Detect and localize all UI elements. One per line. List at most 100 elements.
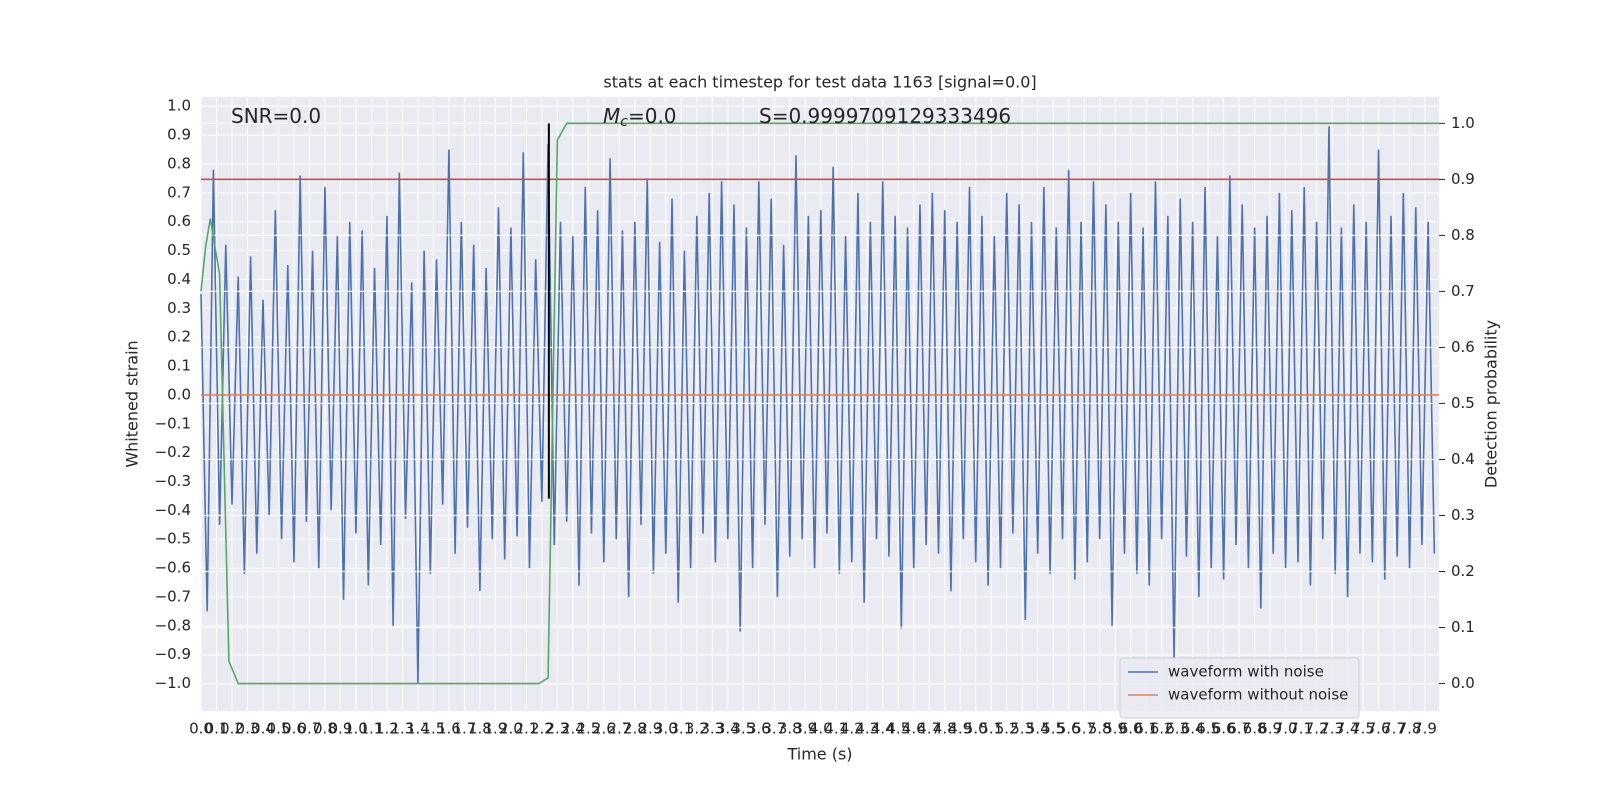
x-tick-label: 6.9 (1258, 720, 1282, 738)
y-tick-label: −0.1 (155, 414, 191, 432)
y-tick-label: 0.6 (167, 212, 191, 230)
x-tick-label: 0.4 (251, 720, 275, 738)
x-tick-label: 1.6 (437, 720, 461, 738)
y2-tick-label: 0.8 (1451, 226, 1475, 244)
x-tick-label: 4.7 (917, 720, 941, 738)
x-tick-label: 2.4 (561, 720, 585, 738)
x-tick-label: 0.8 (313, 720, 337, 738)
x-tick-label: 2.7 (607, 720, 631, 738)
x-tick-label: 5.7 (1072, 720, 1096, 738)
y-tick-label: −0.9 (155, 645, 191, 663)
x-tick-label: 1.8 (468, 720, 492, 738)
y-tick-label: −0.5 (155, 530, 191, 548)
x-tick-label: 1.3 (390, 720, 414, 738)
x-tick-label: 2.2 (530, 720, 554, 738)
y-tick-label: −0.3 (155, 472, 191, 490)
x-tick-label: 0.3 (236, 720, 260, 738)
y2-tick-label: 0.7 (1451, 282, 1475, 300)
x-tick-label: 7.0 (1274, 720, 1298, 738)
x-tick-label: 5.2 (995, 720, 1019, 738)
x-tick-label: 1.1 (360, 720, 384, 738)
x-tick-label: 4.6 (902, 720, 926, 738)
x-tick-label: 7.2 (1305, 720, 1329, 738)
x-tick-label: 6.3 (1165, 720, 1189, 738)
x-tick-label: 2.1 (514, 720, 538, 738)
x-tick-label: 3.0 (654, 720, 678, 738)
x-tick-label: 5.3 (1010, 720, 1034, 738)
x-tick-label: 6.5 (1196, 720, 1220, 738)
x-tick-label: 2.6 (592, 720, 616, 738)
y2-tick-label: 0.2 (1451, 562, 1475, 580)
x-tick-label: 3.4 (716, 720, 740, 738)
x-tick-label: 5.8 (1088, 720, 1112, 738)
x-tick-label: 6.8 (1243, 720, 1267, 738)
x-tick-label: 4.2 (840, 720, 864, 738)
y2-tick-label: 0.3 (1451, 506, 1475, 524)
x-tick-label: 0.0 (189, 720, 213, 738)
annotation-symbol: M (603, 104, 620, 128)
x-tick-label: 7.7 (1382, 720, 1406, 738)
y-tick-label: 0.9 (167, 126, 191, 144)
x-tick-label: 1.7 (452, 720, 476, 738)
legend-label: waveform with noise (1168, 663, 1324, 681)
x-tick-label: 2.0 (499, 720, 523, 738)
x-tick-label: 5.0 (964, 720, 988, 738)
y-tick-label: 0.7 (167, 183, 191, 201)
x-tick-label: 7.3 (1320, 720, 1344, 738)
y-tick-label: −0.6 (155, 559, 191, 577)
x-tick-label: 3.1 (669, 720, 693, 738)
y-axis-label: Whitened strain (123, 340, 142, 467)
y2-tick-label: 0.9 (1451, 170, 1475, 188)
x-tick-label: 6.2 (1150, 720, 1174, 738)
x-tick-label: 1.9 (483, 720, 507, 738)
x-tick-label: 6.4 (1181, 720, 1205, 738)
x-tick-label: 0.2 (220, 720, 244, 738)
x-tick-label: 5.5 (1041, 720, 1065, 738)
x-tick-label: 7.9 (1413, 720, 1437, 738)
x-tick-label: 3.5 (731, 720, 755, 738)
x-tick-label: 6.7 (1227, 720, 1251, 738)
legend-box (1119, 657, 1360, 719)
annotation: Mc=0.0 (603, 104, 677, 131)
annotation: S=0.9999709129333496 (759, 104, 1011, 128)
series-line (200, 122, 1439, 685)
x-tick-label: 4.5 (886, 720, 910, 738)
x-tick-label: 1.4 (406, 720, 430, 738)
x-tick-label: 7.1 (1289, 720, 1313, 738)
x-tick-label: 6.6 (1212, 720, 1236, 738)
y2-axis-label: Detection probability (1482, 320, 1501, 488)
x-tick-label: 2.5 (576, 720, 600, 738)
x-tick-label: 4.0 (809, 720, 833, 738)
y-tick-label: −0.8 (155, 616, 191, 634)
x-tick-label: 4.3 (855, 720, 879, 738)
x-axis-label: Time (s) (786, 745, 852, 764)
x-tick-label: 4.9 (948, 720, 972, 738)
x-tick-label: 4.4 (871, 720, 895, 738)
x-tick-label: 5.1 (979, 720, 1003, 738)
y-tick-label: 0.4 (167, 270, 191, 288)
y2-tick-label: 1.0 (1451, 114, 1475, 132)
x-tick-label: 7.4 (1336, 720, 1360, 738)
x-tick-label: 0.1 (205, 720, 229, 738)
y2-tick-label: 0.1 (1451, 618, 1475, 636)
y-tick-label: 0.1 (167, 357, 191, 375)
x-tick-label: 2.3 (545, 720, 569, 738)
x-tick-label: 0.6 (282, 720, 306, 738)
y2-tick-label: 0.0 (1451, 674, 1475, 692)
x-tick-label: 6.0 (1119, 720, 1143, 738)
x-tick-label: 3.8 (778, 720, 802, 738)
x-tick-label: 3.7 (762, 720, 786, 738)
x-tick-label: 2.9 (638, 720, 662, 738)
annotation-subscript: c (620, 114, 628, 130)
y-tick-label: −0.4 (155, 501, 191, 519)
annotation-text: =0.0 (628, 104, 677, 128)
x-tick-label: 4.8 (933, 720, 957, 738)
y-tick-label: 0.0 (167, 385, 191, 403)
x-tick-label: 5.9 (1103, 720, 1127, 738)
series-line (200, 126, 1436, 684)
y2-tick-label: 0.5 (1451, 394, 1475, 412)
y-tick-label: 0.3 (167, 299, 191, 317)
x-tick-label: 5.4 (1026, 720, 1050, 738)
x-tick-label: 7.5 (1351, 720, 1375, 738)
